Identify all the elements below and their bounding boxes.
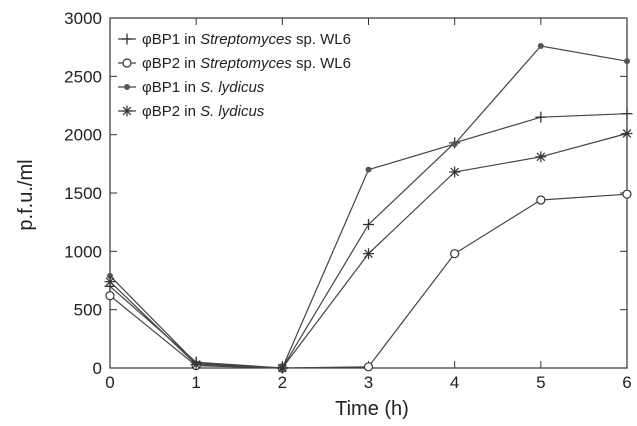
x-tick-label: 2 <box>278 373 287 392</box>
legend-marker <box>121 33 133 45</box>
axes: 0 1 2 3 4 5 6 0 500 1000 1500 2000 2500 3000 <box>64 9 632 392</box>
data-point <box>535 151 547 163</box>
legend-label: φBP2 in S. lydicus <box>142 103 265 120</box>
series-1 <box>104 108 633 374</box>
data-point <box>363 248 374 260</box>
legend-label: φBP1 in Streptomyces sp. WL6 <box>142 31 351 48</box>
y-tick-label: 1500 <box>64 184 102 203</box>
data-point <box>621 128 633 139</box>
y-tick-label: 3000 <box>64 9 102 28</box>
legend-item-4: φBP2 in S. lydicus <box>118 103 265 120</box>
marker-dot <box>624 58 631 65</box>
marker-stroke <box>450 167 459 177</box>
x-tick-label: 0 <box>105 373 114 392</box>
data-point <box>536 195 546 205</box>
marker-circle <box>450 249 460 259</box>
marker-circle <box>363 362 374 372</box>
x-tick-label: 5 <box>536 373 545 392</box>
y-tick-label: 2000 <box>64 126 102 145</box>
data-point <box>450 249 460 259</box>
legend-marker <box>124 84 131 91</box>
legend: φBP1 in Streptomyces sp. WL6 φBP2 in Stre… <box>118 31 351 120</box>
series-layer <box>104 43 633 374</box>
x-tick-label: 4 <box>450 373 459 392</box>
marker-circle <box>622 189 632 199</box>
y-tick-label: 1000 <box>64 242 102 261</box>
data-point <box>622 189 632 199</box>
marker-stroke <box>122 106 132 116</box>
y-tick-label: 500 <box>74 301 102 320</box>
marker-dot <box>124 84 131 91</box>
x-tick-label: 3 <box>364 373 373 392</box>
marker-stroke <box>105 277 115 286</box>
data-point <box>624 58 631 65</box>
series-2 <box>105 189 632 373</box>
marker-stroke <box>364 249 373 258</box>
legend-marker <box>122 58 132 68</box>
marker-circle <box>122 58 132 68</box>
marker-circle <box>105 291 115 301</box>
data-point <box>621 108 633 120</box>
marker-stroke <box>191 360 201 369</box>
x-axis-title: Time (h) <box>335 398 409 420</box>
y-tick-label: 0 <box>93 359 102 378</box>
legend-item-1: φBP1 in Streptomyces sp. WL6 <box>118 31 351 48</box>
x-tick-label: 1 <box>191 373 200 392</box>
marker-dot <box>365 166 372 173</box>
marker-circle <box>536 195 546 205</box>
marker-dot <box>537 43 544 50</box>
data-point <box>104 276 116 288</box>
marker-dot <box>451 140 458 147</box>
series-line <box>109 113 628 369</box>
series-4 <box>104 128 633 374</box>
data-point <box>190 359 202 370</box>
data-point <box>535 111 547 123</box>
data-point <box>451 140 458 147</box>
legend-item-2: φBP2 in Streptomyces sp. WL6 <box>118 55 351 72</box>
data-point <box>276 362 288 374</box>
legend-item-3: φBP1 in S. lydicus <box>118 79 265 96</box>
data-point <box>365 166 372 173</box>
legend-label: φBP2 in Streptomyces sp. WL6 <box>142 55 351 72</box>
legend-label: φBP1 in S. lydicus <box>142 79 265 96</box>
data-point <box>105 291 115 301</box>
y-tick-label: 2500 <box>64 67 102 86</box>
marker-stroke <box>536 152 546 162</box>
data-point <box>449 166 461 178</box>
x-tick-label: 6 <box>622 373 631 392</box>
data-point <box>363 362 374 372</box>
marker-stroke <box>278 363 287 373</box>
marker-stroke <box>622 129 632 138</box>
legend-marker <box>121 105 133 117</box>
data-point <box>363 219 374 230</box>
data-point <box>537 43 544 50</box>
y-axis-title: p.f.u./ml <box>15 159 37 230</box>
